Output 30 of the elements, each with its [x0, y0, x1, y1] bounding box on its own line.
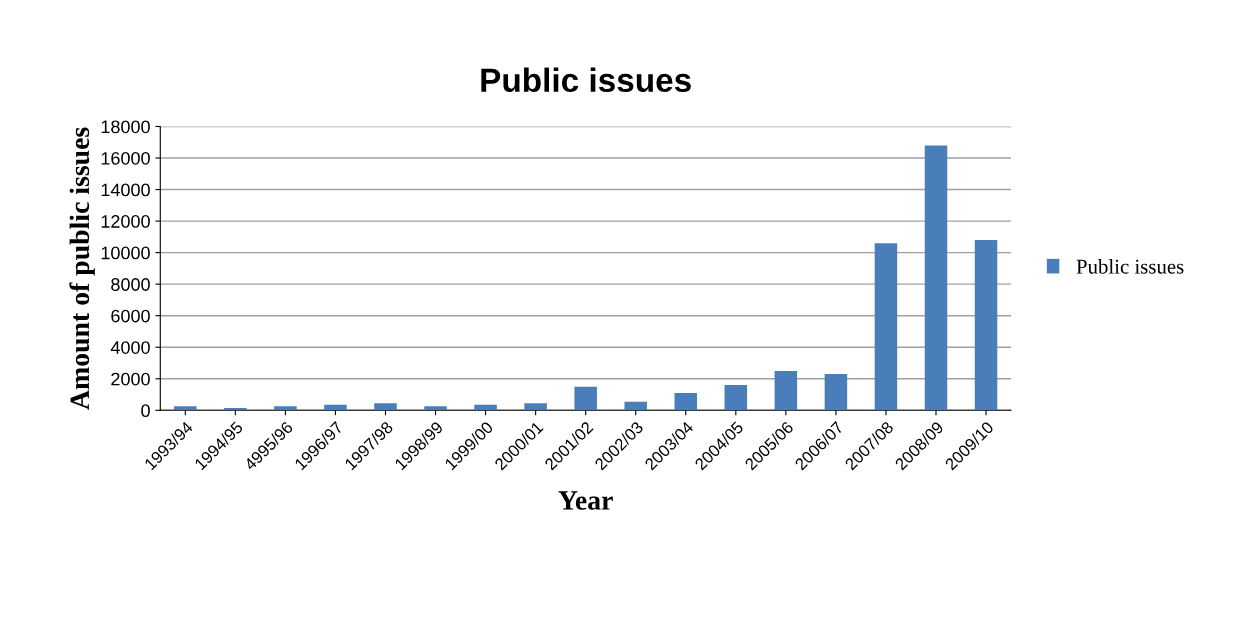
chart-title: Public issues	[481, 67, 691, 93]
y-tick-label: 6000	[111, 309, 150, 323]
bar	[574, 386, 597, 411]
y-tick-label: 16000	[101, 151, 150, 165]
y-tick-label: 18000	[101, 120, 150, 134]
bar	[774, 370, 798, 411]
bar	[524, 403, 547, 411]
bar	[274, 406, 297, 411]
legend-label: Public issues	[1076, 259, 1184, 274]
bar	[374, 403, 397, 411]
y-tick-label: 4000	[110, 341, 150, 354]
y-tick-label: 8000	[111, 278, 150, 291]
bar	[624, 401, 647, 411]
bar	[824, 374, 848, 411]
x-axis-title: Year	[558, 491, 613, 510]
y-tick-label: 10000	[101, 246, 150, 260]
y-axis-title: Amount of public issues	[69, 127, 95, 410]
bar	[174, 406, 197, 411]
y-tick-label: 14000	[101, 183, 150, 197]
bar	[924, 145, 948, 411]
bar	[324, 404, 347, 411]
bar	[874, 243, 898, 411]
bar	[974, 240, 998, 411]
y-tick-label: 2000	[111, 372, 150, 386]
bar	[674, 392, 698, 411]
y-tick-label: 0	[141, 404, 150, 418]
bar	[724, 385, 748, 411]
y-tick-label: 12000	[101, 215, 150, 228]
bar	[424, 406, 447, 411]
bar	[474, 404, 497, 411]
